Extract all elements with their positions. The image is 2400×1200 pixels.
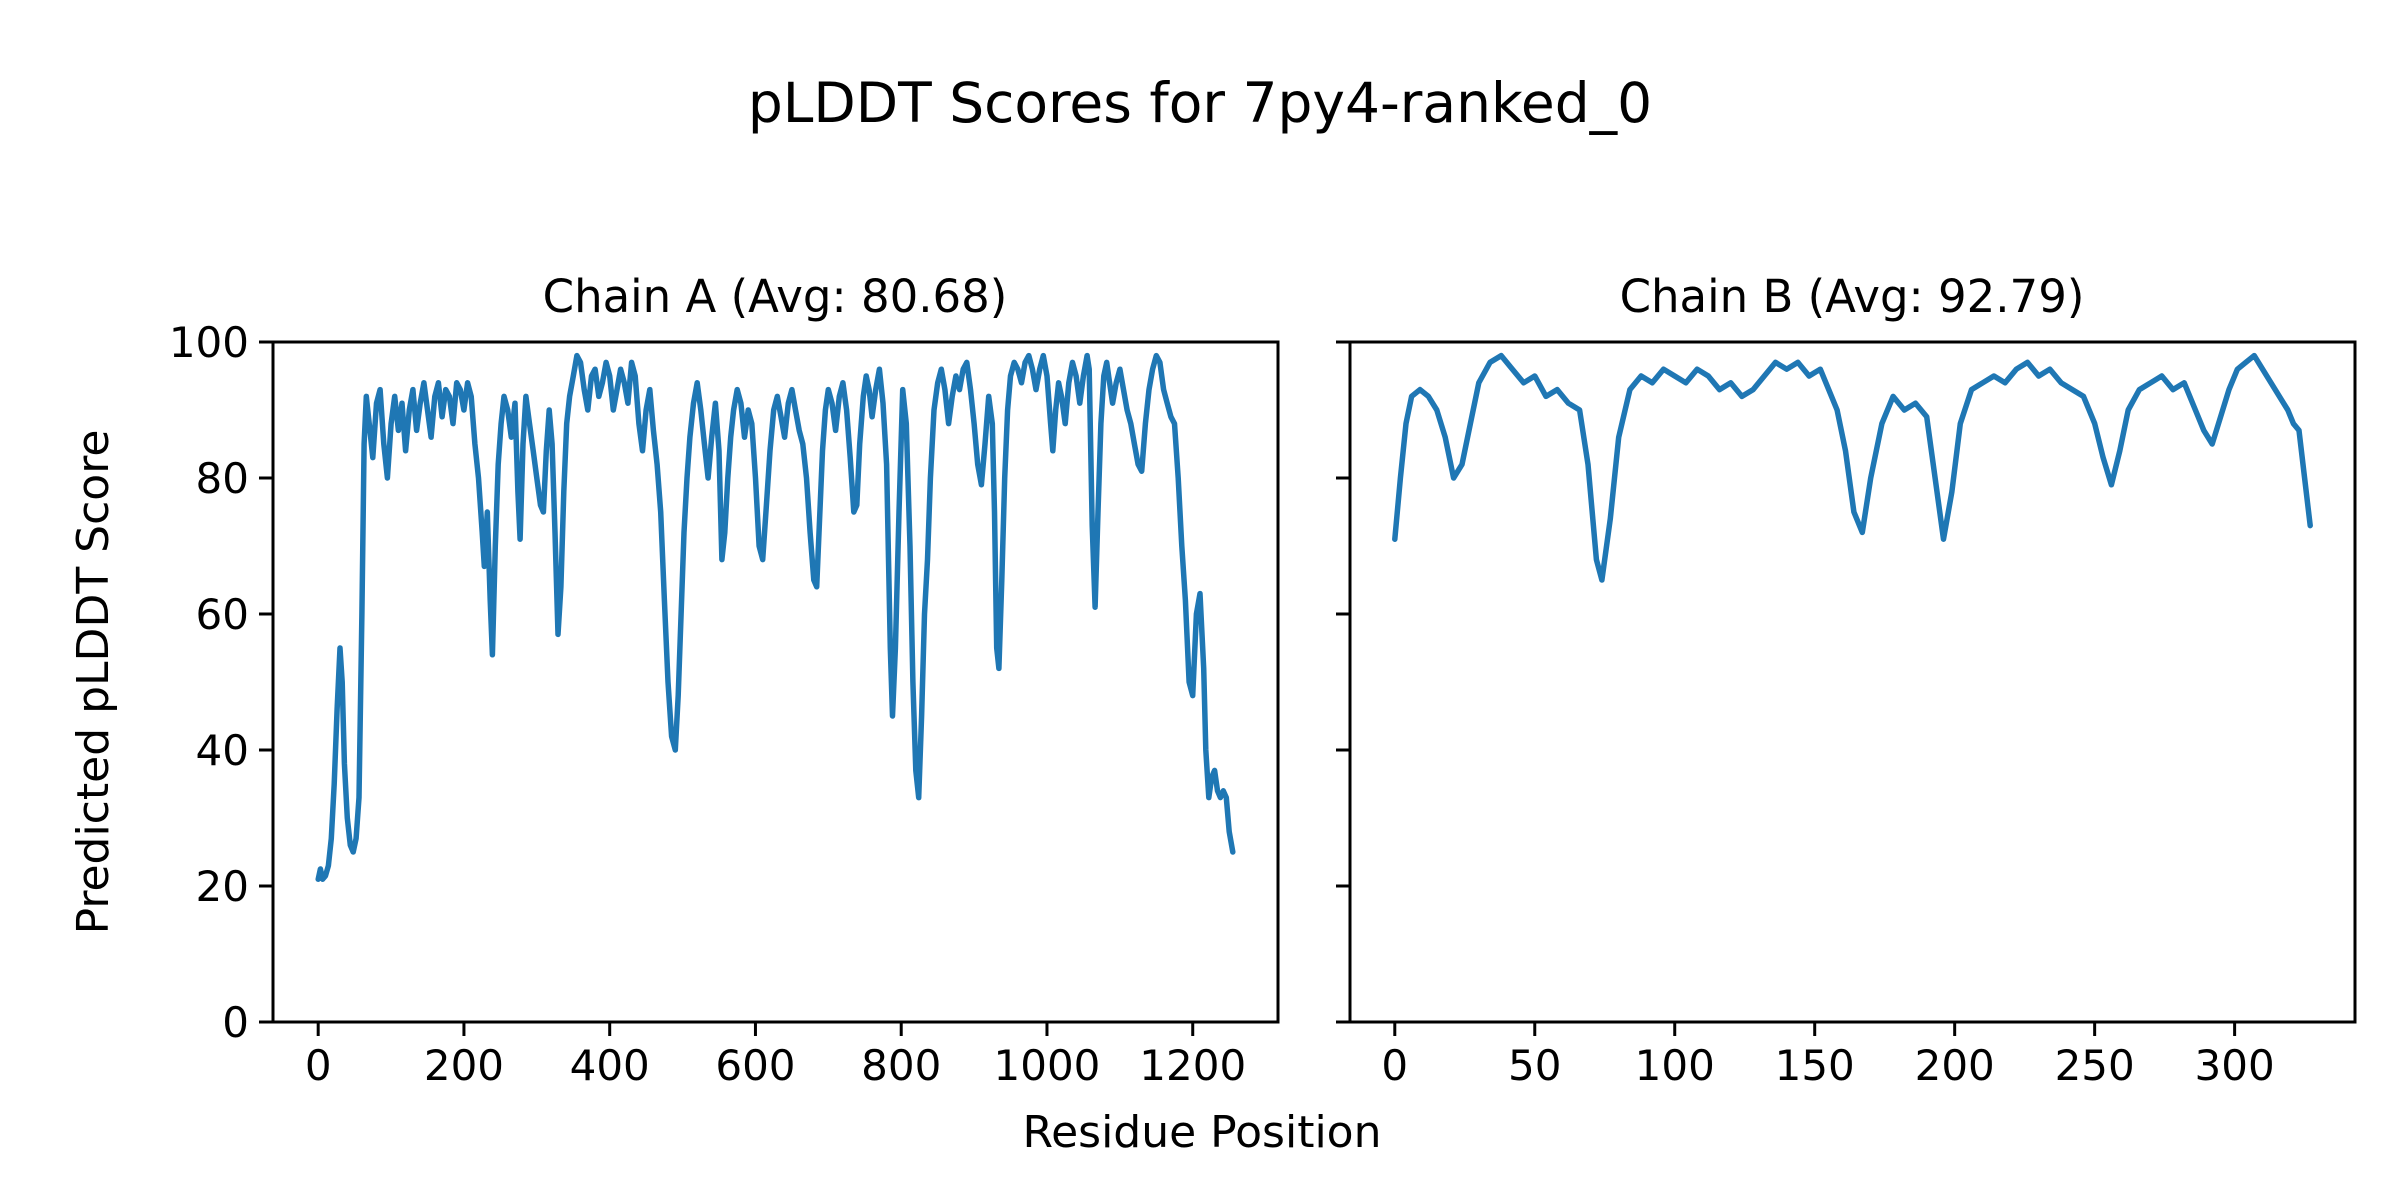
chain-a-y-tick-label: 100 [169, 318, 249, 367]
chain-b-x-tick-label: 0 [1381, 1041, 1408, 1090]
figure-title: pLDDT Scores for 7py4-ranked_0 [748, 71, 1652, 135]
chain-a-y-tick-label: 0 [222, 998, 249, 1047]
chain-a-title: Chain A (Avg: 80.68) [543, 270, 1008, 323]
chain-a-x-tick-label: 400 [570, 1041, 650, 1090]
chain-a-y-tick-label: 20 [196, 862, 249, 911]
chain-a-x-tick-label: 0 [305, 1041, 332, 1090]
chain-a-y-tick-label: 40 [196, 726, 249, 775]
plddt-line-chain-b [1392, 352, 2313, 583]
y-axis-label: Predicted pLDDT Score [68, 430, 119, 935]
chain-b-axes-spines [1348, 340, 2357, 1024]
chain-a-x-tick-label: 1000 [994, 1041, 1101, 1090]
chain-a-x-tick-label: 600 [715, 1041, 795, 1090]
plddt-line-chain-a [315, 352, 1236, 882]
chain-a-y-tick-label: 60 [196, 590, 249, 639]
chain-b-x-tick-label: 150 [1775, 1041, 1855, 1090]
chain-a-axes-spines [271, 340, 1280, 1024]
chain-a-x-tick-label: 1200 [1139, 1041, 1246, 1090]
chain-b-x-tick-label: 50 [1508, 1041, 1561, 1090]
chain-b-x-tick-label: 250 [2055, 1041, 2135, 1090]
chain-b-title: Chain B (Avg: 92.79) [1620, 270, 2085, 323]
chain-b-x-tick-label: 300 [2195, 1041, 2275, 1090]
chain-b-x-tick-label: 100 [1635, 1041, 1715, 1090]
chain-b-x-tick-label: 200 [1915, 1041, 1995, 1090]
chain-a-y-tick-label: 80 [196, 454, 249, 503]
x-axis-label: Residue Position [1022, 1107, 1381, 1158]
chain-a-x-tick-label: 800 [861, 1041, 941, 1090]
chain-a-x-tick-label: 200 [424, 1041, 504, 1090]
